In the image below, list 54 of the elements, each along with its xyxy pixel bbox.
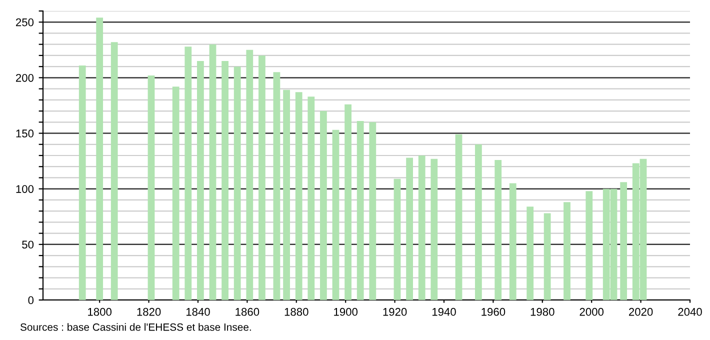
bar [394, 178, 401, 300]
bar [586, 191, 593, 300]
y-tick-label: 100 [16, 185, 34, 193]
bar [369, 122, 376, 300]
bar [246, 50, 254, 300]
x-tick-label: 2040 [678, 308, 702, 316]
bar [418, 156, 426, 300]
y-tick-label: 250 [16, 18, 34, 26]
bar [474, 144, 482, 300]
bar [110, 42, 118, 300]
bar [283, 90, 290, 300]
x-tick-label: 1820 [137, 308, 161, 316]
x-tick-label: 1940 [432, 308, 456, 316]
bar [184, 46, 192, 300]
x-tick-label: 1960 [482, 308, 506, 316]
source-note: Sources : base Cassini de l'EHESS et base Insee. [20, 323, 251, 331]
x-tick-label: 2000 [580, 308, 604, 316]
bar [295, 92, 302, 300]
y-tick-label: 150 [16, 130, 34, 138]
bar [406, 158, 413, 300]
y-tick-label: 200 [16, 74, 34, 82]
bar [509, 183, 516, 300]
y-tick-label: 50 [22, 240, 34, 249]
bar [544, 213, 551, 300]
bar [222, 61, 228, 300]
bar [494, 160, 502, 300]
x-tick-label: 2020 [629, 308, 653, 316]
bar [430, 158, 438, 300]
x-tick-label: 1840 [186, 308, 210, 316]
bar [273, 72, 280, 300]
y-tick-label: 0 [28, 296, 34, 304]
bar [564, 202, 570, 300]
bar [356, 121, 364, 300]
bar [96, 18, 104, 300]
bar [78, 65, 86, 300]
bar [308, 96, 315, 300]
x-tick-label: 1980 [530, 308, 554, 316]
bar [209, 44, 216, 300]
x-tick-label: 1900 [334, 308, 358, 316]
bar [332, 130, 340, 300]
bar [455, 134, 462, 300]
x-tick-label: 1860 [236, 308, 260, 316]
x-tick-label: 1800 [88, 308, 112, 316]
x-tick-label: 1880 [284, 308, 308, 316]
bar [172, 86, 180, 300]
bar [197, 61, 204, 300]
bar [526, 206, 534, 300]
bar [344, 104, 352, 300]
bar [148, 75, 155, 300]
bar [234, 66, 241, 300]
bar [258, 55, 266, 300]
bar [620, 182, 628, 300]
x-tick-label: 1920 [383, 308, 407, 316]
bar [320, 111, 327, 300]
